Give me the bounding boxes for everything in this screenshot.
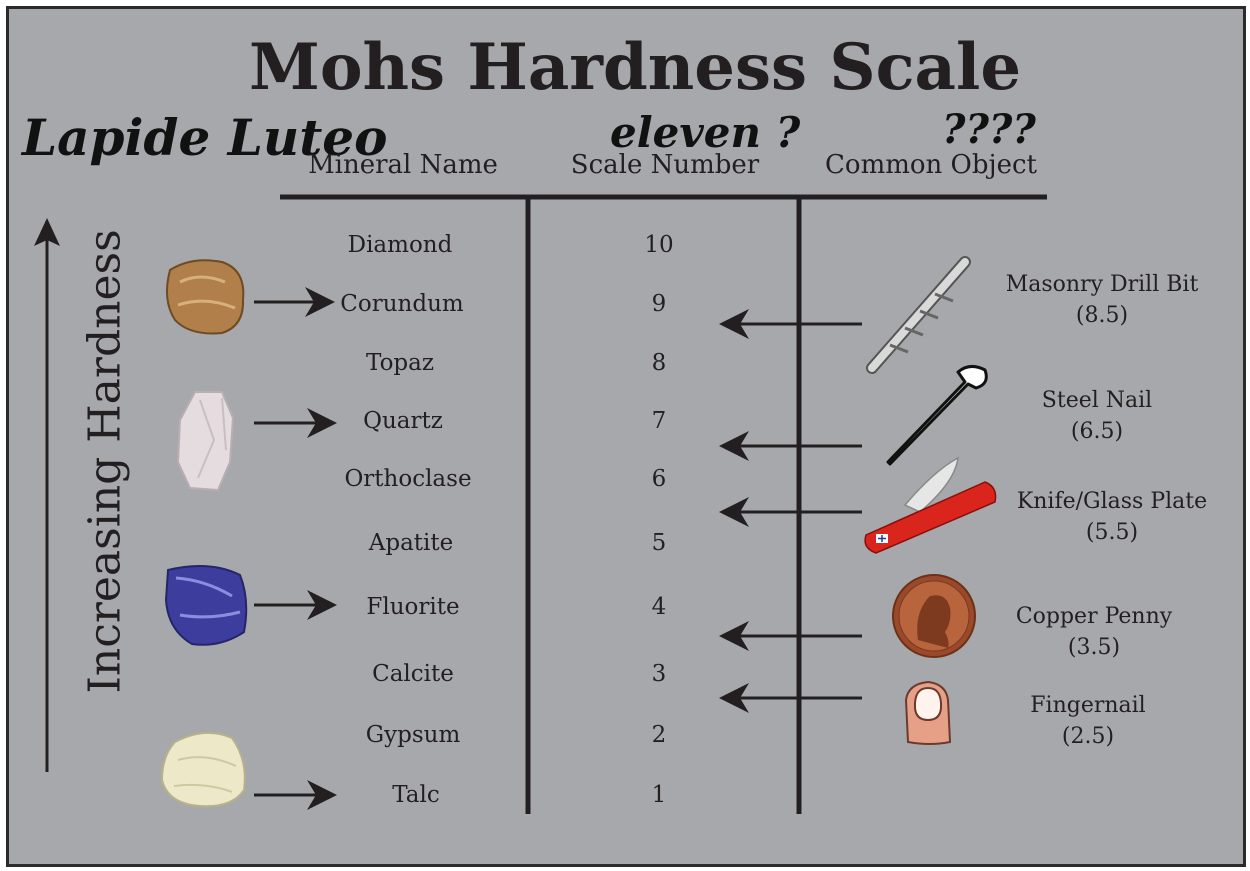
finger-icon bbox=[906, 682, 950, 744]
nail-icon bbox=[888, 366, 986, 464]
object-name: Knife/Glass Plate bbox=[997, 486, 1227, 517]
mineral-name: Diamond bbox=[300, 232, 500, 258]
mineral-name: Orthoclase bbox=[308, 466, 508, 492]
object-hardness: (3.5) bbox=[979, 632, 1209, 663]
object-label: Steel Nail (6.5) bbox=[982, 385, 1212, 447]
mineral-name: Quartz bbox=[303, 408, 503, 434]
mineral-name: Topaz bbox=[300, 350, 500, 376]
object-name: Copper Penny bbox=[979, 601, 1209, 632]
increasing-hardness-label: Increasing Hardness bbox=[80, 294, 131, 694]
object-label: Knife/Glass Plate (5.5) bbox=[997, 486, 1227, 548]
object-label: Copper Penny (3.5) bbox=[979, 601, 1209, 663]
mineral-name: Apatite bbox=[311, 530, 511, 556]
object-label: Masonry Drill Bit (8.5) bbox=[987, 269, 1217, 331]
drill-bit-icon bbox=[872, 262, 965, 368]
mineral-name: Gypsum bbox=[313, 722, 513, 748]
scale-number: 4 bbox=[619, 594, 699, 620]
scale-number: 9 bbox=[619, 291, 699, 317]
object-name: Fingernail bbox=[973, 690, 1203, 721]
scale-number: 5 bbox=[619, 530, 699, 556]
penny-icon bbox=[893, 575, 975, 657]
corundum-icon bbox=[167, 260, 243, 333]
scale-number: 1 bbox=[619, 782, 699, 808]
scale-number: 10 bbox=[619, 232, 699, 258]
scale-number: 7 bbox=[619, 408, 699, 434]
object-hardness: (5.5) bbox=[997, 517, 1227, 548]
mineral-name: Fluorite bbox=[313, 594, 513, 620]
mineral-name: Calcite bbox=[313, 661, 513, 687]
object-hardness: (8.5) bbox=[987, 300, 1217, 331]
object-hardness: (2.5) bbox=[973, 721, 1203, 752]
object-name: Steel Nail bbox=[982, 385, 1212, 416]
scale-number: 3 bbox=[619, 661, 699, 687]
object-name: Masonry Drill Bit bbox=[987, 269, 1217, 300]
scale-number: 8 bbox=[619, 350, 699, 376]
talc-icon bbox=[162, 733, 245, 806]
object-label: Fingernail (2.5) bbox=[973, 690, 1203, 752]
mineral-name: Corundum bbox=[302, 291, 502, 317]
mineral-name: Talc bbox=[316, 782, 516, 808]
object-hardness: (6.5) bbox=[982, 416, 1212, 447]
up-arrow-icon bbox=[34, 218, 60, 772]
pocket-knife-icon bbox=[865, 458, 995, 553]
fluorite-icon bbox=[166, 566, 246, 645]
scale-number: 2 bbox=[619, 722, 699, 748]
scale-number: 6 bbox=[619, 466, 699, 492]
quartz-icon bbox=[178, 392, 233, 490]
